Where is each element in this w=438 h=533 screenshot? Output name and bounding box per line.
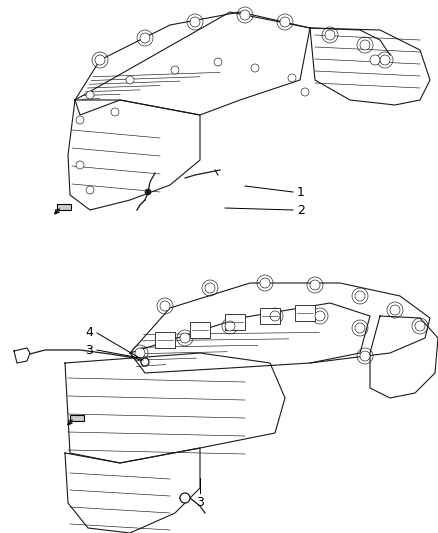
Bar (155, 332, 175, 348)
Polygon shape (75, 12, 390, 115)
Bar (260, 308, 280, 324)
Text: 1: 1 (297, 185, 305, 198)
Circle shape (95, 55, 105, 65)
Circle shape (225, 321, 235, 331)
Polygon shape (75, 12, 310, 115)
Circle shape (260, 278, 270, 288)
Circle shape (86, 91, 94, 99)
Circle shape (76, 116, 84, 124)
Circle shape (251, 64, 259, 72)
Bar (57, 204, 71, 210)
Circle shape (310, 280, 320, 290)
Polygon shape (14, 348, 30, 363)
Bar (225, 314, 245, 330)
Circle shape (270, 311, 280, 321)
Polygon shape (65, 353, 285, 463)
Circle shape (135, 348, 145, 358)
Polygon shape (130, 283, 430, 370)
Circle shape (190, 17, 200, 27)
Circle shape (76, 161, 84, 169)
Circle shape (111, 108, 119, 116)
Text: 4: 4 (85, 326, 93, 338)
Circle shape (280, 17, 290, 27)
Circle shape (301, 88, 309, 96)
Text: 2: 2 (297, 204, 305, 216)
Polygon shape (65, 448, 200, 533)
Polygon shape (310, 28, 430, 105)
Circle shape (145, 189, 151, 195)
Circle shape (415, 321, 425, 331)
Circle shape (171, 66, 179, 74)
Circle shape (86, 186, 94, 194)
Circle shape (355, 323, 365, 333)
Circle shape (180, 333, 190, 343)
Bar (190, 322, 210, 338)
Circle shape (141, 358, 149, 366)
Polygon shape (370, 316, 438, 398)
Circle shape (315, 311, 325, 321)
Circle shape (240, 10, 250, 20)
Text: 3: 3 (85, 343, 93, 357)
Circle shape (288, 74, 296, 82)
Circle shape (360, 40, 370, 50)
Text: 3: 3 (196, 496, 204, 509)
Circle shape (160, 301, 170, 311)
Bar (295, 305, 315, 321)
Circle shape (355, 291, 365, 301)
Circle shape (214, 58, 222, 66)
Bar (70, 415, 84, 421)
Circle shape (360, 351, 370, 361)
Circle shape (140, 33, 150, 43)
Polygon shape (130, 303, 370, 373)
Circle shape (370, 55, 380, 65)
Circle shape (126, 76, 134, 84)
Circle shape (390, 305, 400, 315)
Circle shape (180, 493, 190, 503)
Circle shape (205, 283, 215, 293)
Circle shape (325, 30, 335, 40)
Polygon shape (68, 100, 200, 210)
Circle shape (380, 55, 390, 65)
